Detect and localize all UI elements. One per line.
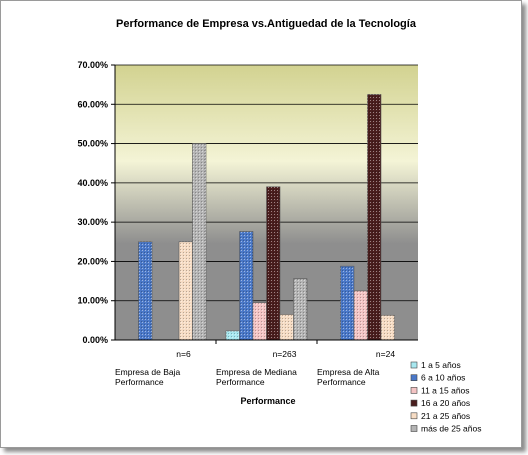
y-tick-label: 50.00%	[77, 139, 108, 149]
legend-swatch	[410, 387, 418, 394]
legend: 1 a 5 años 6 a 10 años 11 a 15 años 16 a 20…	[410, 360, 481, 434]
x-tick-label: Performance	[115, 377, 164, 387]
y-tick-label: 40.00%	[77, 178, 108, 188]
bar-texture	[354, 290, 368, 340]
x-tick-label: Performance	[216, 377, 265, 387]
x-tick-label: Empresa de Alta	[317, 367, 380, 377]
bar-texture	[266, 186, 280, 340]
legend-swatch	[410, 412, 418, 420]
y-tick-label: 70.00%	[77, 60, 108, 70]
legend-swatch	[410, 399, 418, 407]
legend-label: 1 a 5 años	[421, 360, 461, 370]
sample-size-label: n=24	[376, 349, 395, 359]
sample-size-label: n=263	[273, 349, 297, 359]
legend-label: 6 a 10 años	[421, 373, 465, 383]
bar-texture	[138, 241, 152, 340]
legend-swatch	[410, 425, 418, 432]
bar-texture	[253, 302, 267, 340]
legend-label: 11 a 15 años	[421, 385, 470, 395]
y-tick-label: 20.00%	[77, 256, 108, 266]
y-tick-label: 60.00%	[77, 99, 108, 109]
legend-label: más de 25 años	[421, 424, 481, 434]
bar-texture	[192, 143, 206, 340]
chart-title: Performance de Empresa vs.Antiguedad de …	[116, 18, 417, 30]
legend-label: 16 a 20 años	[421, 398, 470, 408]
legend-label: 21 a 25 años	[421, 411, 470, 421]
bar-texture	[381, 315, 395, 340]
bar-texture	[280, 314, 294, 340]
chart-frame: Performance de Empresa vs.Antiguedad de …	[0, 0, 522, 448]
bar-texture	[340, 266, 354, 340]
x-tick-label: Empresa de Baja	[115, 367, 180, 377]
bar-texture	[239, 231, 253, 340]
bar-texture	[226, 330, 240, 340]
y-tick-label: 10.00%	[77, 296, 108, 306]
legend-swatch	[410, 374, 418, 382]
legend-swatch	[410, 361, 418, 369]
x-axis-title: Performance	[240, 396, 295, 406]
bar-texture	[367, 94, 381, 340]
y-tick-label: 30.00%	[77, 217, 108, 227]
x-tick-label: Performance	[317, 377, 366, 387]
sample-size-label: n=6	[176, 349, 191, 359]
bar-texture	[293, 278, 307, 340]
y-tick-label: 0.00%	[82, 335, 108, 345]
x-tick-label: Empresa de Mediana	[216, 367, 297, 377]
bar-texture	[179, 241, 193, 340]
